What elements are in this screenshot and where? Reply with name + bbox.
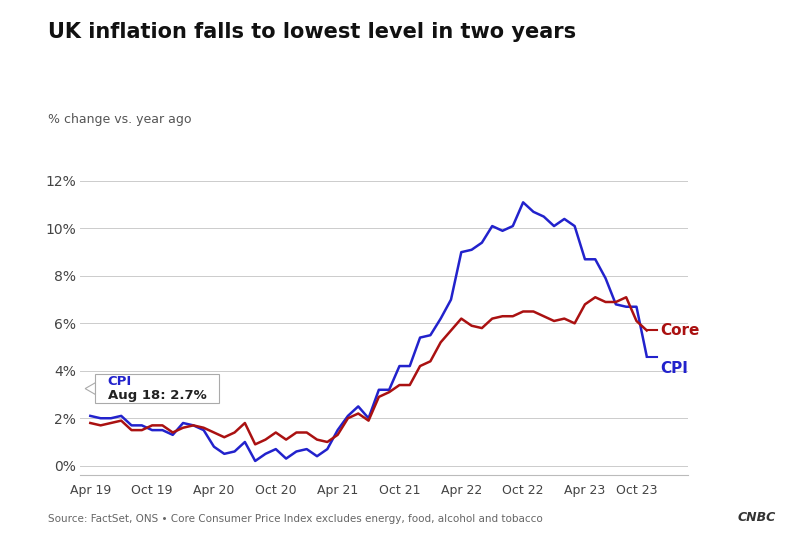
Text: Core: Core xyxy=(660,323,699,338)
Text: % change vs. year ago: % change vs. year ago xyxy=(48,113,191,126)
Text: Source: FactSet, ONS • Core Consumer Price Index excludes energy, food, alcohol : Source: FactSet, ONS • Core Consumer Pri… xyxy=(48,514,542,524)
FancyBboxPatch shape xyxy=(95,374,219,403)
Text: CPI: CPI xyxy=(660,361,688,376)
Text: Aug 18: 2.7%: Aug 18: 2.7% xyxy=(108,389,206,402)
Text: CNBC: CNBC xyxy=(738,511,776,524)
Polygon shape xyxy=(85,383,95,395)
Text: UK inflation falls to lowest level in two years: UK inflation falls to lowest level in tw… xyxy=(48,22,576,42)
Text: CPI: CPI xyxy=(108,375,132,388)
